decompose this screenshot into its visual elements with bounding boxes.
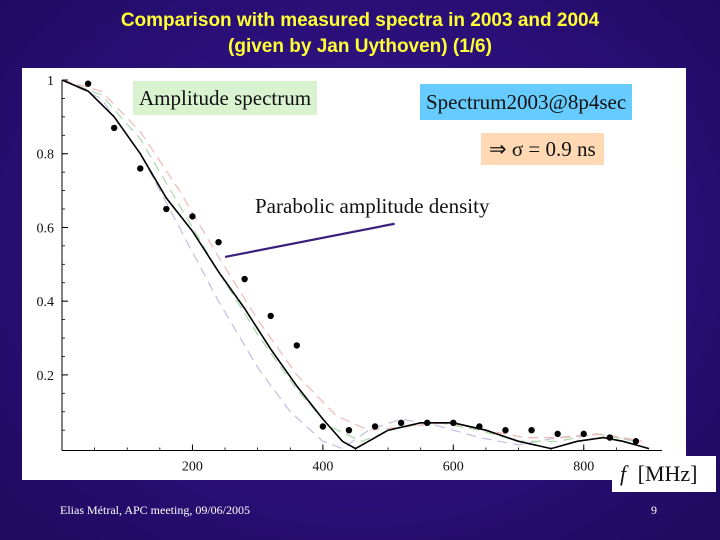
measured-point [189, 213, 196, 220]
y-tick-label: 0.4 [37, 295, 55, 310]
frequency-symbol: f [620, 461, 627, 486]
measured-point [632, 438, 640, 445]
measured-point [137, 165, 144, 172]
frequency-unit: [MHz] [637, 461, 698, 486]
y-tick-label: 1 [47, 74, 54, 89]
measured-point [424, 419, 431, 427]
title-line-2: (given by Jan Uythoven) (1/6) [228, 36, 492, 57]
series-line-dashed [61, 79, 643, 442]
y-tick-label: 0.6 [37, 221, 55, 236]
measured-point [293, 342, 300, 349]
measured-point [476, 423, 483, 430]
spectrum-label: Spectrum2003@8p4sec [420, 84, 633, 120]
measured-point [319, 423, 327, 430]
sigma-label: ⇒ σ = 0.9 ns [481, 133, 604, 165]
measured-point [528, 426, 535, 434]
series-line-solid [61, 79, 650, 450]
x-tick-label: 400 [312, 459, 333, 474]
spectrum-chart: 0.2 0.4 0.6 0.8 1 200 400 600 800 [37, 74, 662, 474]
measured-point [502, 426, 509, 434]
measured-point [241, 275, 248, 283]
slide-title: Comparison with measured spectra in 2003… [0, 8, 720, 60]
frequency-axis-label: f [MHz] [612, 456, 716, 492]
page-number: 9 [651, 503, 657, 517]
measured-point [606, 434, 614, 441]
series-line-dashed [61, 79, 637, 442]
measured-point [163, 205, 170, 213]
measured-point [110, 124, 118, 132]
series-line-dashed [61, 79, 637, 450]
measured-point [554, 430, 561, 438]
parabolic-density-label: Parabolic amplitude density [255, 194, 490, 218]
amplitude-spectrum-label: Amplitude spectrum [133, 81, 318, 115]
chart-area: 0.2 0.4 0.6 0.8 1 200 400 600 800 [22, 68, 686, 480]
annotation-arrow [224, 222, 395, 259]
y-tick-label: 0.8 [37, 148, 55, 163]
title-line-1: Comparison with measured spectra in 2003… [120, 10, 600, 31]
measured-point [397, 419, 405, 427]
measured-point [215, 238, 222, 246]
measured-point [371, 423, 379, 430]
x-tick-label: 200 [182, 459, 203, 474]
measured-point [267, 312, 274, 320]
measured-point [345, 426, 353, 434]
measured-point [450, 419, 457, 427]
measured-point [84, 80, 92, 87]
x-tick-label: 800 [573, 459, 594, 474]
measured-point [580, 430, 587, 438]
x-tick-label: 600 [443, 459, 464, 474]
y-tick-label: 0.2 [37, 369, 55, 384]
footer-text: Elias Métral, APC meeting, 09/06/2005 [60, 503, 250, 517]
